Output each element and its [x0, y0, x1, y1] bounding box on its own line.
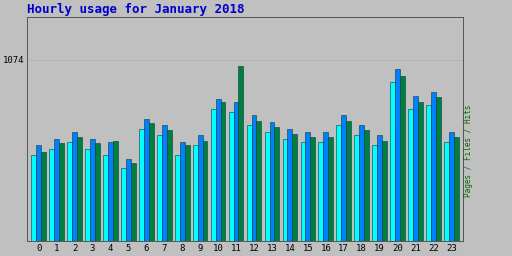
Bar	[72, 132, 77, 256]
Bar	[382, 141, 387, 256]
Bar	[41, 152, 46, 256]
Bar	[269, 122, 274, 256]
Bar	[324, 132, 328, 256]
Bar	[318, 142, 324, 256]
Bar	[86, 148, 90, 256]
Bar	[157, 135, 162, 256]
Bar	[126, 158, 131, 256]
Bar	[301, 142, 305, 256]
Bar	[68, 142, 72, 256]
Bar	[336, 125, 342, 256]
Bar	[198, 135, 203, 256]
Bar	[431, 92, 436, 256]
Bar	[180, 142, 185, 256]
Bar	[167, 130, 172, 256]
Bar	[454, 137, 459, 256]
Bar	[364, 130, 369, 256]
Bar	[131, 163, 136, 256]
Bar	[113, 141, 118, 256]
Bar	[436, 97, 441, 256]
Bar	[31, 155, 36, 256]
Bar	[400, 76, 405, 256]
Bar	[408, 109, 413, 256]
Bar	[59, 143, 64, 256]
Bar	[90, 139, 95, 256]
Bar	[139, 129, 144, 256]
Bar	[257, 121, 261, 256]
Bar	[247, 125, 251, 256]
Bar	[359, 125, 364, 256]
Bar	[346, 121, 351, 256]
Bar	[354, 135, 359, 256]
Bar	[203, 141, 207, 256]
Bar	[287, 129, 292, 256]
Bar	[233, 102, 239, 256]
Bar	[216, 99, 221, 256]
Bar	[221, 102, 225, 256]
Bar	[413, 95, 418, 256]
Bar	[390, 82, 395, 256]
Bar	[251, 115, 257, 256]
Text: Hourly usage for January 2018: Hourly usage for January 2018	[27, 3, 245, 16]
Bar	[36, 145, 41, 256]
Bar	[103, 155, 108, 256]
Bar	[265, 132, 269, 256]
Bar	[229, 112, 233, 256]
Bar	[305, 132, 310, 256]
Bar	[108, 142, 113, 256]
Bar	[377, 135, 382, 256]
Bar	[444, 142, 449, 256]
Bar	[121, 168, 126, 256]
Bar	[239, 66, 243, 256]
Bar	[95, 143, 100, 256]
Bar	[342, 115, 346, 256]
Bar	[372, 145, 377, 256]
Bar	[449, 132, 454, 256]
Bar	[418, 102, 423, 256]
Bar	[54, 139, 59, 256]
Bar	[185, 145, 189, 256]
Bar	[292, 134, 297, 256]
Bar	[310, 137, 315, 256]
Bar	[283, 139, 287, 256]
Bar	[426, 105, 431, 256]
Bar	[77, 137, 82, 256]
Bar	[211, 109, 216, 256]
Bar	[149, 123, 154, 256]
Bar	[395, 69, 400, 256]
Bar	[193, 145, 198, 256]
Bar	[49, 148, 54, 256]
Bar	[144, 119, 149, 256]
Bar	[162, 125, 167, 256]
Bar	[175, 155, 180, 256]
Bar	[328, 137, 333, 256]
Bar	[274, 127, 279, 256]
